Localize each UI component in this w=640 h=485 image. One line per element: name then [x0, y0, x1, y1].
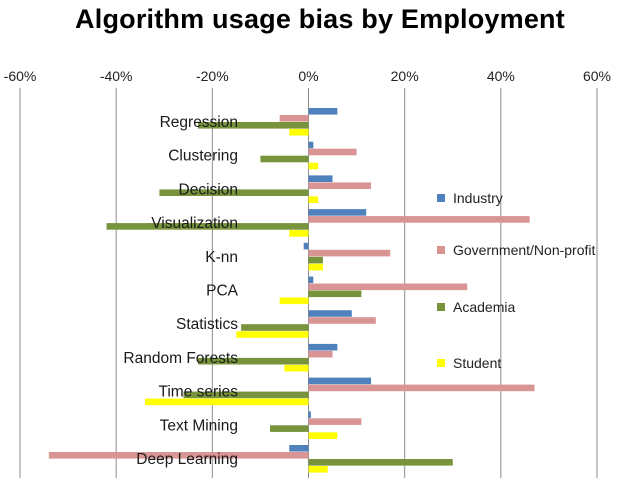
bar-industry-random-forests: [308, 343, 338, 351]
x-tick-label: -60%: [4, 68, 37, 84]
bar-academia-k-nn: [308, 256, 323, 264]
bar-industry-time-series: [308, 377, 372, 385]
category-label: Text Mining: [160, 417, 238, 434]
bar-government-non-profit-pca: [308, 283, 468, 291]
bar-government-non-profit-decision: [308, 182, 372, 189]
x-tick-label: 0%: [298, 68, 318, 84]
bar-student-random-forests: [284, 364, 309, 372]
x-tick-labels: -60% -40% -20% 0% 20% 40% 60%: [4, 68, 611, 84]
bar-government-non-profit-text-mining: [308, 418, 362, 425]
bar-industry-k-nn: [303, 242, 309, 250]
bar-student-clustering: [308, 162, 319, 170]
bar-student-k-nn: [308, 263, 323, 271]
bar-academia-pca: [308, 290, 362, 298]
bar-student-text-mining: [308, 432, 338, 439]
x-tick-label: 40%: [487, 68, 515, 84]
bar-student-visualization: [289, 230, 309, 237]
bar-government-non-profit-visualization: [308, 216, 530, 223]
category-label: Random Forests: [123, 350, 238, 367]
bar-government-non-profit-statistics: [308, 317, 376, 324]
bar-academia-deep-learning: [308, 459, 453, 466]
legend-swatch-student: [437, 359, 445, 367]
bar-industry-decision: [308, 175, 333, 182]
category-labels: Regression Clustering Decision Visualizatio…: [123, 114, 238, 468]
bar-student-statistics: [236, 331, 309, 338]
bar-academia-decision: [159, 189, 309, 196]
category-label: Decision: [179, 181, 238, 198]
bar-government-non-profit-regression: [279, 115, 309, 122]
bar-student-decision: [308, 196, 319, 203]
bar-academia-clustering: [260, 155, 309, 163]
bar-government-non-profit-k-nn: [308, 249, 391, 257]
bar-industry-regression: [308, 108, 338, 115]
bar-student-pca: [279, 297, 309, 305]
category-label: Clustering: [168, 148, 238, 165]
bar-academia-time-series: [183, 391, 309, 399]
x-tick-label: 60%: [583, 68, 611, 84]
legend-swatch-industry: [437, 194, 445, 202]
bar-industry-clustering: [308, 141, 314, 149]
bar-student-regression: [289, 129, 309, 136]
category-label: Visualization: [151, 215, 238, 232]
category-label: Time series: [158, 384, 238, 401]
x-tick-label: -40%: [100, 68, 133, 84]
bar-academia-statistics: [241, 324, 309, 331]
bar-academia-visualization: [106, 223, 309, 230]
chart-title: Algorithm usage bias by Employment: [75, 4, 565, 34]
legend-label-student: Student: [453, 355, 502, 371]
bar-government-non-profit-clustering: [308, 148, 357, 156]
legend-label-academia: Academia: [453, 299, 516, 315]
category-label: K-nn: [205, 249, 238, 266]
category-label: Deep Learning: [136, 451, 238, 468]
bar-government-non-profit-random-forests: [308, 350, 333, 358]
bar-student-time-series: [145, 398, 309, 406]
x-tick-label: -20%: [196, 68, 229, 84]
bar-academia-regression: [197, 122, 309, 129]
legend-swatch-academia: [437, 303, 445, 311]
bar-industry-text-mining: [308, 411, 311, 418]
legend-label-industry: Industry: [453, 190, 503, 206]
bar-academia-text-mining: [270, 425, 309, 432]
bar-industry-visualization: [308, 209, 367, 216]
bar-academia-random-forests: [197, 357, 309, 365]
bar-industry-pca: [308, 276, 314, 284]
category-label: Regression: [160, 114, 238, 131]
bar-government-non-profit-deep-learning: [48, 452, 309, 459]
bars: [48, 108, 535, 473]
category-label: PCA: [206, 283, 239, 300]
bar-industry-statistics: [308, 310, 352, 317]
category-label: Statistics: [176, 316, 238, 333]
legend-label-government: Government/Non-profit: [453, 242, 596, 258]
x-tick-label: 20%: [391, 68, 419, 84]
bar-government-non-profit-time-series: [308, 384, 535, 392]
bar-student-deep-learning: [308, 466, 328, 473]
legend-swatch-government: [437, 246, 445, 254]
bar-industry-deep-learning: [289, 445, 309, 452]
